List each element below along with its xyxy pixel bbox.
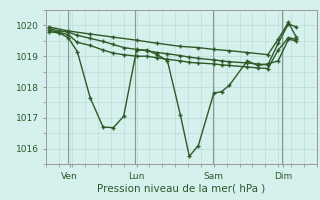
X-axis label: Pression niveau de la mer( hPa ): Pression niveau de la mer( hPa ) xyxy=(98,183,266,193)
